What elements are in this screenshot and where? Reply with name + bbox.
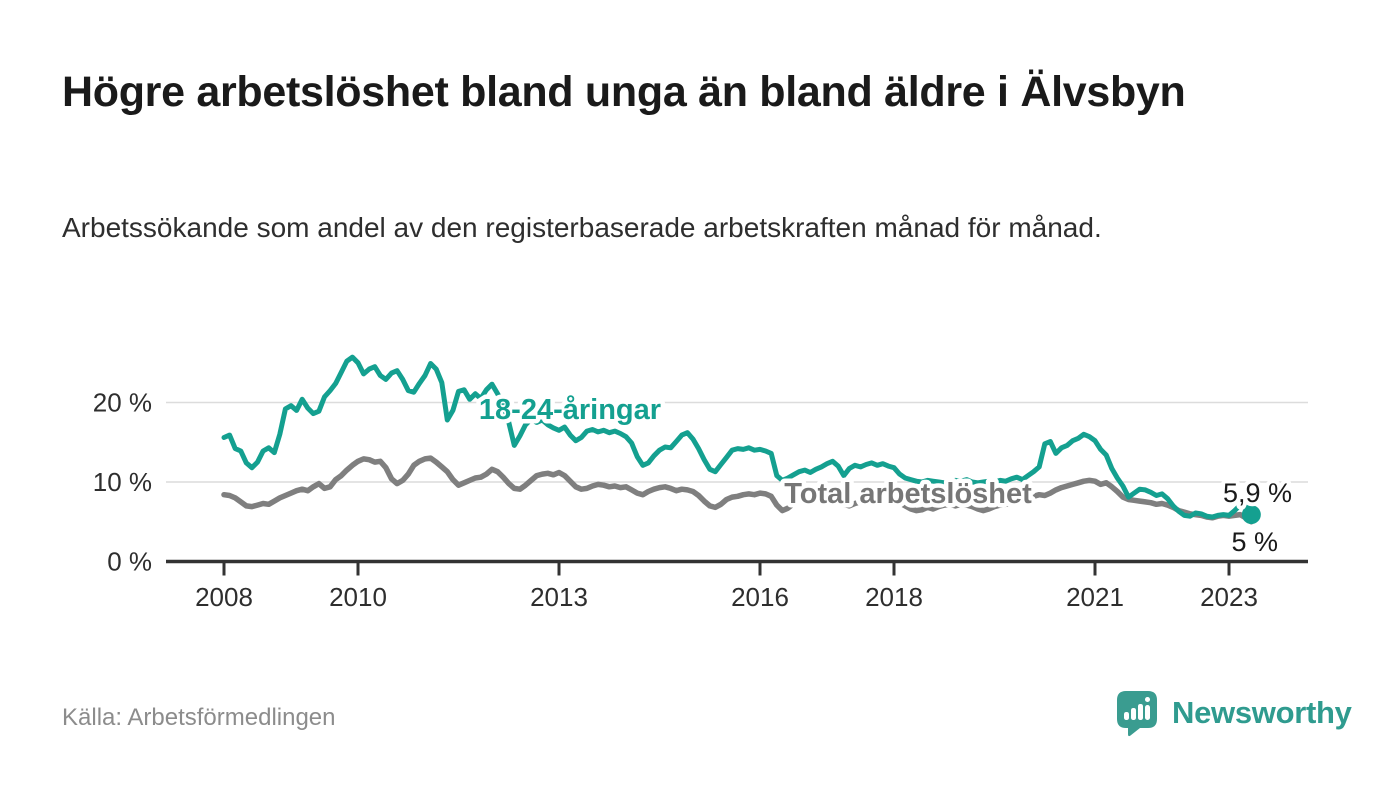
newsworthy-logo: Newsworthy bbox=[1115, 687, 1352, 739]
x-tick-label: 2021 bbox=[1066, 582, 1124, 612]
y-tick-label: 0 % bbox=[107, 547, 152, 577]
total-series-label: Total arbetslöshet bbox=[784, 478, 1032, 510]
chart-subtitle: Arbetssökande som andel av den registerb… bbox=[62, 212, 1102, 243]
series-line-total bbox=[221, 455, 1255, 525]
youth-series-label: 18-24-åringar bbox=[479, 394, 661, 426]
series-end-dot bbox=[1241, 505, 1261, 525]
newsworthy-wordmark: Newsworthy bbox=[1172, 695, 1352, 730]
page-title: Högre arbetslöshet bland unga än bland ä… bbox=[62, 68, 1186, 116]
x-tick-label: 2008 bbox=[195, 582, 253, 612]
newsworthy-bubble-icon bbox=[1117, 691, 1157, 737]
x-tick-label: 2013 bbox=[530, 582, 588, 612]
total-end-value-label: 5 % bbox=[1231, 527, 1278, 557]
y-tick-label: 10 % bbox=[93, 467, 152, 497]
x-tick-label: 2023 bbox=[1200, 582, 1258, 612]
series-line-youth bbox=[221, 354, 1254, 520]
youth-end-value-label: 5,9 % bbox=[1223, 478, 1292, 508]
y-tick-label: 20 % bbox=[93, 388, 152, 418]
x-tick-label: 2018 bbox=[865, 582, 923, 612]
x-tick-label: 2016 bbox=[731, 582, 789, 612]
x-tick-label: 2010 bbox=[329, 582, 387, 612]
source-note: Källa: Arbetsförmedlingen bbox=[62, 704, 336, 731]
